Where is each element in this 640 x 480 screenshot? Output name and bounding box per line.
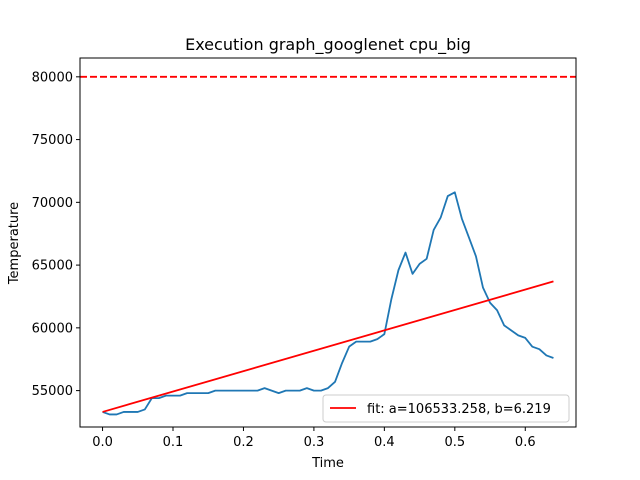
x-tick-label: 0.1 xyxy=(163,435,184,450)
x-tick-label: 0.2 xyxy=(233,435,254,450)
y-axis-label: Temperature xyxy=(7,202,22,285)
chart-title: Execution graph_googlenet cpu_big xyxy=(185,35,471,55)
y-axis-ticks: 55000 60000 65000 70000 75000 80000 xyxy=(32,70,80,399)
y-tick-label: 70000 xyxy=(32,196,73,211)
x-tick-label: 0.4 xyxy=(374,435,395,450)
legend-box xyxy=(322,394,570,423)
x-tick-label: 0.5 xyxy=(444,435,465,450)
legend-label-fit: fit: a=106533.258, b=6.219 xyxy=(367,402,551,417)
legend: fit: a=106533.258, b=6.219 xyxy=(322,394,570,423)
plot-frame xyxy=(79,57,577,428)
y-tick-label: 55000 xyxy=(32,384,73,399)
temperature-series-line xyxy=(102,191,554,416)
x-tick-label: 0.0 xyxy=(92,435,113,450)
x-tick-label: 0.6 xyxy=(515,435,536,450)
y-tick-label: 65000 xyxy=(32,259,73,274)
y-tick-label: 75000 xyxy=(32,133,73,148)
y-tick-label: 80000 xyxy=(32,70,73,85)
plot-lines xyxy=(80,75,576,416)
x-tick-label: 0.3 xyxy=(304,435,325,450)
fit-series-line xyxy=(102,280,554,413)
x-axis-ticks: 0.0 0.1 0.2 0.3 0.4 0.5 0.6 xyxy=(92,427,536,450)
x-axis-label: Time xyxy=(311,456,344,471)
y-tick-label: 60000 xyxy=(32,321,73,336)
